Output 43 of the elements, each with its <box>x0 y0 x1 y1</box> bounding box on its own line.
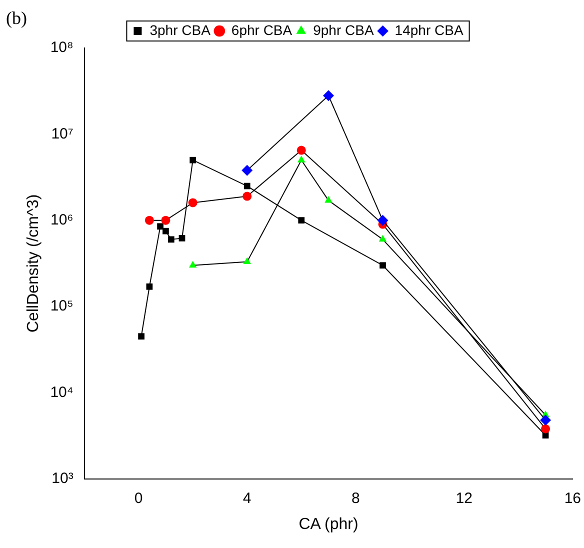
point <box>144 216 154 225</box>
point <box>377 214 388 226</box>
point <box>190 156 196 164</box>
legend-label: 3phr CBA <box>150 22 212 38</box>
y-axis-title: CellDensity (/cm^3) <box>25 194 42 332</box>
point <box>244 182 250 190</box>
point <box>242 164 253 176</box>
y-tick-label: 10⁶ <box>50 211 74 228</box>
point <box>296 146 306 155</box>
point <box>162 228 169 234</box>
point <box>378 234 387 242</box>
point <box>298 217 305 224</box>
x-tick-label: 16 <box>564 490 581 507</box>
x-tick-label: 0 <box>134 490 143 507</box>
y-tick-label: 10⁴ <box>50 384 74 401</box>
point <box>157 223 164 230</box>
point <box>168 236 174 243</box>
point <box>297 156 306 162</box>
point <box>322 90 334 102</box>
x-tick-label: 12 <box>456 490 472 507</box>
point <box>540 414 552 426</box>
point <box>146 283 153 290</box>
y-tick-label: 10⁵ <box>50 298 74 315</box>
point <box>178 235 186 242</box>
y-tick-label: 10⁸ <box>50 39 74 56</box>
point <box>541 424 550 434</box>
legend-label: 9phr CBA <box>313 22 374 38</box>
point <box>380 262 386 269</box>
point <box>324 196 332 203</box>
point <box>161 216 170 225</box>
x-axis-title: CA (phr) <box>298 516 358 533</box>
y-tick-label: 10³ <box>52 470 74 487</box>
point <box>188 198 198 208</box>
point <box>138 333 144 340</box>
point <box>242 192 252 201</box>
y-tick-label: 10⁷ <box>51 125 74 142</box>
x-tick-label: 8 <box>351 490 360 507</box>
point <box>243 257 252 264</box>
x-tick-label: 4 <box>242 490 252 507</box>
legend-label: 6phr CBA <box>231 22 293 38</box>
legend-label: 14phr CBA <box>394 22 464 38</box>
text: (b) <box>6 8 27 29</box>
point <box>188 260 197 268</box>
